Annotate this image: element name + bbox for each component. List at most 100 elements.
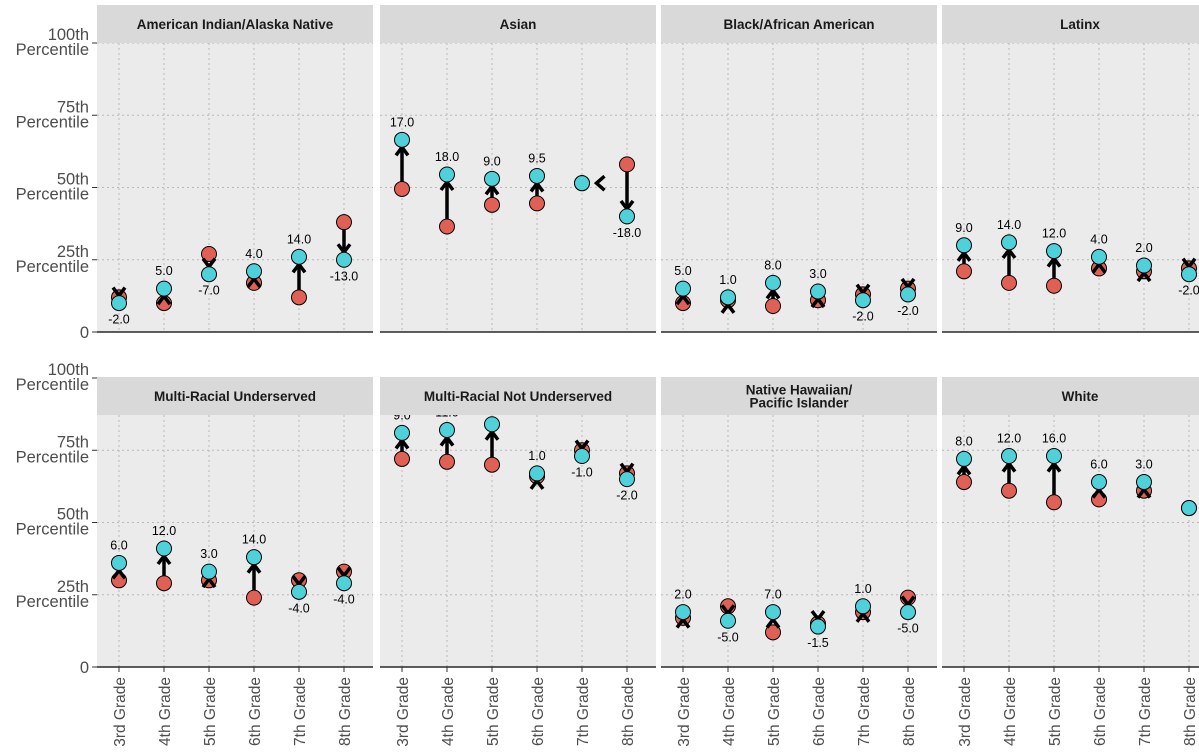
gridlines bbox=[380, 43, 656, 332]
start-point bbox=[394, 450, 410, 467]
panel-title: Black/African American bbox=[723, 17, 874, 32]
data-label: 3.0 bbox=[1135, 458, 1152, 472]
end-point bbox=[574, 175, 590, 192]
end-point bbox=[1046, 243, 1062, 260]
data-label: 2.0 bbox=[1135, 241, 1152, 255]
panel: White 8.0 12.0 16.0 6.0 3.0 bbox=[942, 377, 1199, 668]
data-label: 9.0 bbox=[483, 154, 500, 168]
x-tick-label: 6th Grade bbox=[811, 677, 828, 746]
data-label: -2.0 bbox=[616, 489, 638, 503]
end-point bbox=[439, 166, 455, 183]
end-point bbox=[1136, 257, 1152, 274]
data-label: -1.5 bbox=[807, 636, 829, 650]
data-marks: 8.0 12.0 16.0 6.0 3.0 bbox=[955, 432, 1197, 517]
y-tick-label: 0 bbox=[80, 324, 89, 342]
end-point bbox=[675, 280, 691, 297]
gridlines bbox=[97, 415, 373, 667]
panel: Latinx 9.0 14.0 12.0 4.0 2.0 -2.0 bbox=[942, 5, 1199, 333]
data-label: 2.0 bbox=[674, 588, 691, 602]
y-tick-label: 100th bbox=[48, 361, 89, 379]
x-tick-label: 8th Grade bbox=[901, 677, 918, 746]
data-label: 4.0 bbox=[1090, 232, 1107, 246]
x-tick-label: 7th Grade bbox=[575, 677, 592, 746]
end-point bbox=[1001, 448, 1017, 465]
start-point bbox=[956, 474, 972, 491]
y-tick-label: Percentile bbox=[16, 41, 89, 59]
end-point bbox=[855, 598, 871, 615]
end-point bbox=[291, 583, 307, 600]
x-tick-label: 7th Grade bbox=[856, 677, 873, 746]
data-label: 1.0 bbox=[719, 273, 736, 287]
panel-title: Native Hawaiian/ bbox=[746, 383, 853, 398]
y-tick-label: Percentile bbox=[16, 448, 89, 466]
end-point bbox=[720, 289, 736, 306]
x-tick-label: 6th Grade bbox=[530, 677, 547, 746]
y-tick-label: 0 bbox=[80, 659, 89, 677]
data-label: 6.0 bbox=[1090, 458, 1107, 472]
data-label: 9.5 bbox=[528, 151, 545, 165]
y-tick-label: 25th bbox=[57, 243, 89, 261]
end-point bbox=[439, 422, 455, 439]
panel-strip bbox=[380, 5, 656, 43]
data-label: 11.0 bbox=[435, 406, 458, 420]
x-tick-label: 4th Grade bbox=[157, 677, 174, 746]
x-tick-label: 7th Grade bbox=[1137, 677, 1154, 746]
data-label: -2.0 bbox=[897, 304, 919, 318]
data-label: -7.0 bbox=[198, 284, 220, 298]
panel-background bbox=[942, 43, 1199, 332]
data-label: 12.0 bbox=[997, 432, 1021, 446]
start-point bbox=[1001, 482, 1017, 499]
panel-title: American Indian/Alaska Native bbox=[137, 17, 334, 32]
panel: Multi-Racial Not Underserved9.011.014.01… bbox=[380, 377, 656, 668]
end-point bbox=[956, 450, 972, 467]
start-point bbox=[156, 575, 172, 592]
data-marks: -2.0 5.0 -7.0 4.0 14.0 -13.0 bbox=[108, 214, 358, 327]
data-label: 3.0 bbox=[809, 267, 826, 281]
end-point bbox=[1046, 448, 1062, 465]
y-tick-label: Percentile bbox=[16, 376, 89, 394]
start-point bbox=[394, 180, 410, 197]
data-label: 14.0 bbox=[997, 218, 1021, 232]
end-point bbox=[529, 167, 545, 184]
end-point bbox=[855, 292, 871, 309]
data-label: 1.0 bbox=[528, 449, 545, 463]
panel-background bbox=[380, 415, 656, 667]
panel: Native Hawaiian/Pacific Islander 2.0 -5.0 7… bbox=[661, 377, 937, 668]
panel: Asian 17.0 18.0 9.0 9.5 -18.0 bbox=[380, 5, 656, 333]
panel-strip bbox=[97, 377, 373, 415]
data-label: -5.0 bbox=[897, 622, 919, 636]
data-label: 1.0 bbox=[854, 582, 871, 596]
end-point bbox=[1181, 266, 1197, 283]
end-point bbox=[1136, 474, 1152, 491]
start-point bbox=[529, 195, 545, 212]
data-label: 14.0 bbox=[242, 533, 266, 547]
end-point bbox=[111, 554, 127, 571]
data-label: 9.0 bbox=[955, 221, 972, 235]
start-point bbox=[336, 214, 352, 231]
end-point bbox=[810, 618, 826, 635]
data-label: -2.0 bbox=[108, 313, 130, 327]
end-point bbox=[201, 266, 217, 283]
y-tick-label: 25th bbox=[57, 578, 89, 596]
x-tick-label: 3rd Grade bbox=[112, 677, 129, 747]
panel-title: Asian bbox=[500, 17, 537, 32]
end-point bbox=[336, 251, 352, 268]
end-point bbox=[529, 465, 545, 482]
data-label: 12.0 bbox=[152, 524, 176, 538]
x-tick-label: 7th Grade bbox=[292, 677, 309, 746]
x-tick-label: 4th Grade bbox=[440, 677, 457, 746]
end-point bbox=[201, 563, 217, 580]
data-label: -4.0 bbox=[288, 601, 310, 615]
y-tick-label: Percentile bbox=[16, 521, 89, 539]
y-tick-label: 75th bbox=[57, 433, 89, 451]
data-label: -5.0 bbox=[717, 630, 739, 644]
panel-strip bbox=[97, 5, 373, 43]
x-tick-label: 5th Grade bbox=[1047, 677, 1064, 746]
panel-strip bbox=[942, 377, 1199, 415]
end-point bbox=[1001, 234, 1017, 251]
end-point bbox=[394, 424, 410, 441]
end-point bbox=[956, 237, 972, 254]
x-tick-label: 4th Grade bbox=[1002, 677, 1019, 746]
end-point bbox=[394, 131, 410, 148]
x-tick-label: 6th Grade bbox=[247, 677, 264, 746]
